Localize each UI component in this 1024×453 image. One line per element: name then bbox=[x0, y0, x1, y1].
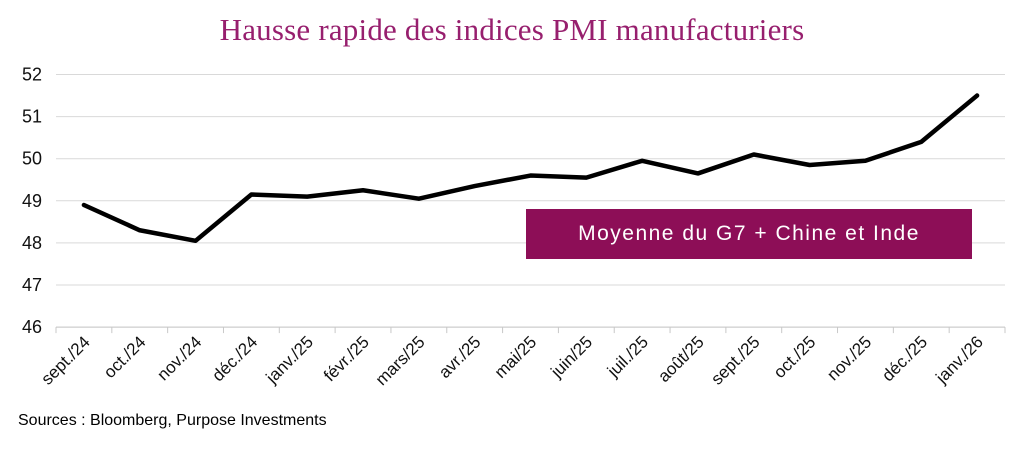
source-note: Sources : Bloomberg, Purpose Investments bbox=[18, 412, 327, 429]
y-tick-label: 47 bbox=[22, 275, 42, 295]
pmi-series-line bbox=[81, 93, 980, 244]
x-tick-label: sept./24 bbox=[38, 332, 94, 388]
y-tick-label: 49 bbox=[22, 191, 42, 211]
x-tick-label: juin/25 bbox=[547, 332, 597, 382]
series-label-box: Moyenne du G7 + Chine et Inde bbox=[526, 209, 972, 259]
chart-title: Hausse rapide des indices PMI manufactur… bbox=[219, 12, 805, 47]
x-tick-label: mai/25 bbox=[491, 332, 541, 382]
x-tick-label: déc./25 bbox=[878, 332, 931, 385]
x-tick-label: oct./24 bbox=[100, 332, 150, 382]
x-tick-label: sept./25 bbox=[707, 332, 763, 388]
y-tick-label: 46 bbox=[22, 317, 42, 337]
y-tick-label: 51 bbox=[22, 107, 42, 127]
y-tick-label: 48 bbox=[22, 233, 42, 253]
x-tick-label: mars/25 bbox=[372, 332, 429, 389]
x-tick-label: oct./25 bbox=[770, 332, 820, 382]
x-tick-label: déc./24 bbox=[208, 332, 261, 385]
x-tick-label: août/25 bbox=[654, 332, 708, 386]
x-tick-label: janv./25 bbox=[262, 332, 317, 387]
y-tick-label: 50 bbox=[22, 149, 42, 169]
x-tick-label: juil./25 bbox=[603, 332, 652, 381]
x-tick-label: nov./24 bbox=[153, 332, 205, 384]
x-tick-label: févr./25 bbox=[320, 332, 373, 385]
x-tick-label: avr./25 bbox=[435, 332, 485, 382]
x-tick-label: janv./26 bbox=[932, 332, 987, 387]
y-tick-label: 52 bbox=[22, 65, 42, 85]
x-tick-label: nov./25 bbox=[823, 332, 875, 384]
